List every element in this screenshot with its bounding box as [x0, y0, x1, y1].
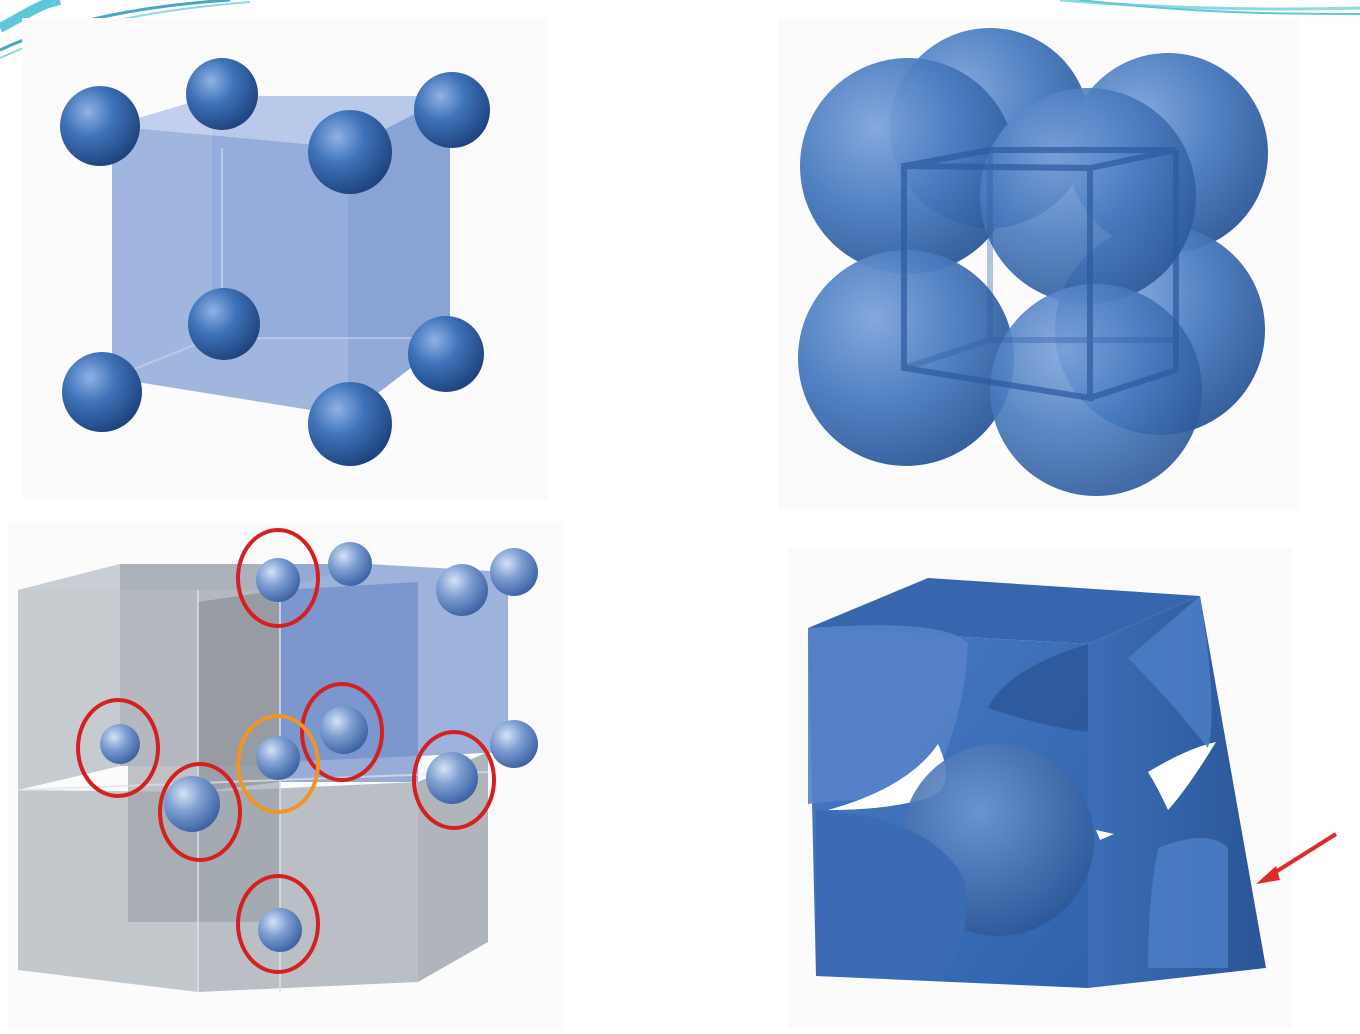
lattice-point-sphere — [308, 382, 392, 466]
interstitial-void — [1148, 742, 1216, 810]
lattice-point-sphere — [186, 58, 258, 130]
atom-sphere — [990, 284, 1202, 496]
cube-front-face — [112, 126, 348, 416]
neighbor-atom — [320, 706, 368, 754]
neighbor-atom — [164, 776, 220, 832]
cut-unit-cell-panel — [788, 548, 1292, 1028]
lattice-atom — [490, 720, 538, 768]
neighbor-atom — [426, 752, 478, 804]
neighbor-atom — [256, 558, 300, 602]
lattice-point-sphere — [414, 72, 490, 148]
pointer-arrow — [1256, 832, 1338, 884]
lattice-atom — [328, 542, 372, 586]
simple-cubic-lattice-panel — [22, 18, 548, 500]
lattice-point-sphere — [62, 352, 142, 432]
lattice-atom — [490, 548, 538, 596]
unit-cell-outline — [901, 147, 1179, 402]
lattice-point-sphere — [308, 110, 392, 194]
central-atom-highlight — [236, 714, 320, 814]
grey-cube-block — [18, 564, 120, 790]
lattice-point-sphere — [188, 288, 260, 360]
lattice-point-sphere — [408, 316, 484, 392]
central-atom — [256, 736, 300, 780]
coordination-neighbors-panel — [8, 522, 564, 1030]
neighbor-atom — [100, 724, 140, 764]
neighbor-atom — [258, 908, 302, 952]
lattice-atom — [436, 564, 488, 616]
grey-cube-block — [198, 590, 280, 792]
space-filling-spheres-panel — [778, 18, 1300, 510]
neighbor-highlight-circles — [76, 528, 496, 974]
lattice-point-sphere — [60, 86, 140, 166]
interstitial-void — [1096, 830, 1114, 840]
grey-cube-block — [418, 752, 488, 982]
